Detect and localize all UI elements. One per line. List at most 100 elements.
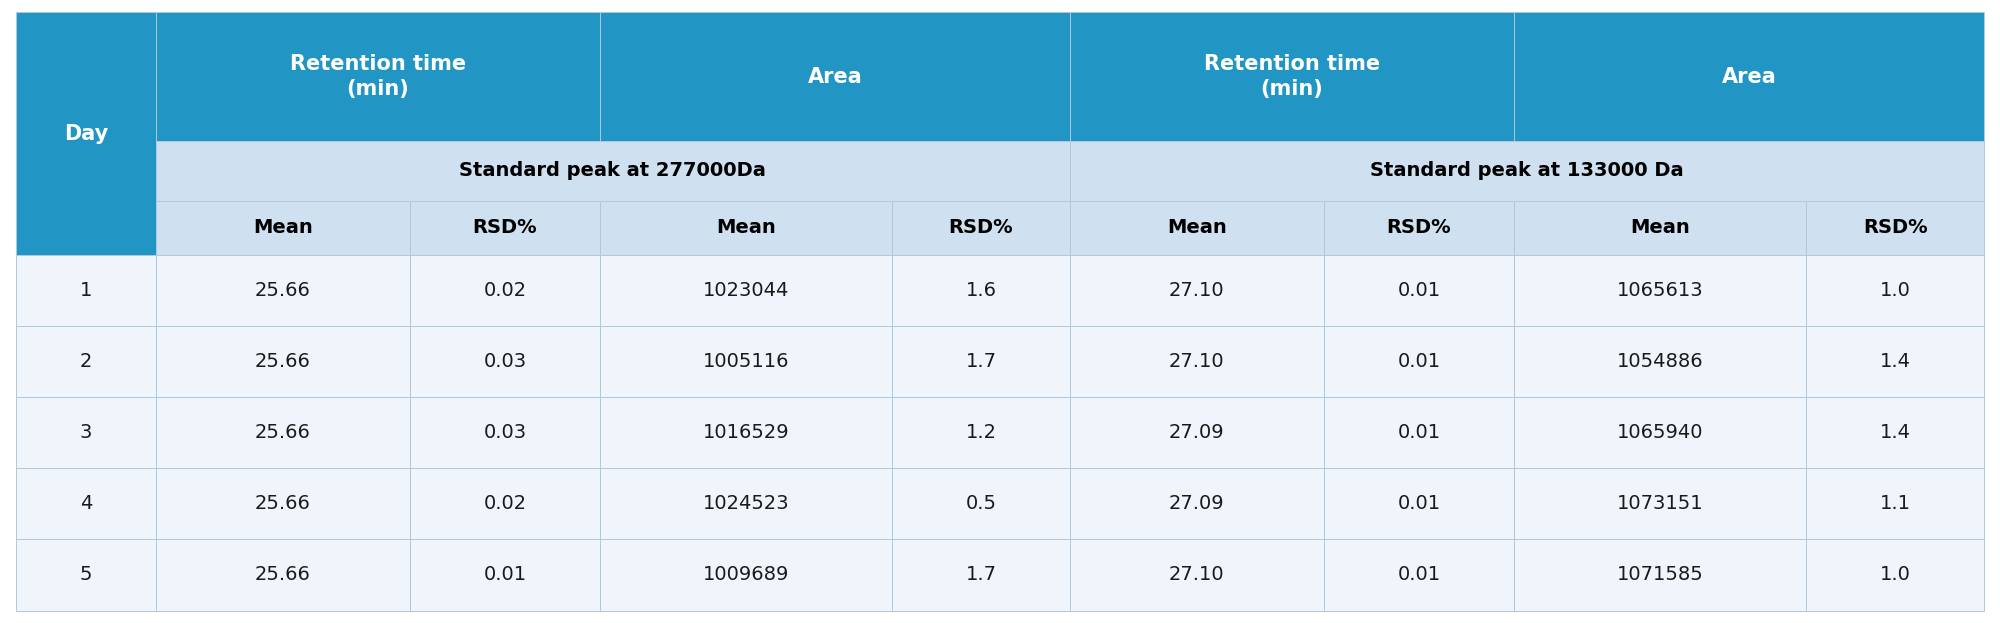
Bar [1324,397,1514,468]
Text: 0.01: 0.01 [1398,494,1440,513]
Bar [892,468,1070,540]
Text: 1054886: 1054886 [1616,352,1704,371]
Text: 1.0: 1.0 [1880,280,1910,300]
Text: RSD%: RSD% [1386,218,1452,237]
Bar [892,255,1070,326]
Bar [600,255,892,326]
Bar [1324,201,1514,255]
Bar [1070,540,1324,611]
Text: 1.4: 1.4 [1880,423,1910,442]
Bar [1514,540,1806,611]
Text: Mean: Mean [716,218,776,237]
Bar [16,326,156,397]
Bar [16,468,156,540]
Bar [1324,326,1514,397]
Text: 0.01: 0.01 [1398,566,1440,584]
Bar [156,397,410,468]
Bar [1070,326,1324,397]
Bar [892,540,1070,611]
Bar [1324,468,1514,540]
Text: 1071585: 1071585 [1616,566,1704,584]
Bar [1806,201,1984,255]
Bar [600,12,1070,141]
Bar [892,397,1070,468]
Text: 27.09: 27.09 [1168,423,1224,442]
Text: 27.10: 27.10 [1168,566,1224,584]
Text: 1073151: 1073151 [1616,494,1704,513]
Bar [1806,326,1984,397]
Bar [156,326,410,397]
Text: 0.02: 0.02 [484,494,526,513]
Text: 27.10: 27.10 [1168,352,1224,371]
Text: 25.66: 25.66 [254,566,310,584]
Bar [1806,540,1984,611]
Bar [410,201,600,255]
Bar [1806,468,1984,540]
Text: 1.4: 1.4 [1880,352,1910,371]
Text: Retention time
(min): Retention time (min) [290,54,466,99]
Text: Standard peak at 277000Da: Standard peak at 277000Da [460,161,766,181]
Bar [1070,468,1324,540]
Bar [410,326,600,397]
Bar [1514,12,1984,141]
Bar [410,255,600,326]
Text: 3: 3 [80,423,92,442]
Bar [1806,255,1984,326]
Bar [1324,540,1514,611]
Text: RSD%: RSD% [472,218,538,237]
Text: 1.2: 1.2 [966,423,996,442]
Bar [1070,201,1324,255]
Text: 25.66: 25.66 [254,423,310,442]
Text: 0.02: 0.02 [484,280,526,300]
Text: 1.1: 1.1 [1880,494,1910,513]
Bar [410,540,600,611]
Text: 1024523: 1024523 [702,494,790,513]
Bar [1806,397,1984,468]
Text: 5: 5 [80,566,92,584]
Text: 25.66: 25.66 [254,352,310,371]
Text: Retention time
(min): Retention time (min) [1204,54,1380,99]
Bar [156,201,410,255]
Bar [600,540,892,611]
Text: 0.5: 0.5 [966,494,996,513]
Bar [156,540,410,611]
Text: 0.03: 0.03 [484,352,526,371]
Bar [156,12,600,141]
Bar [1514,201,1806,255]
Text: 1005116: 1005116 [702,352,790,371]
Bar [892,201,1070,255]
Text: 2: 2 [80,352,92,371]
Bar [600,326,892,397]
Bar [16,255,156,326]
Text: 1.6: 1.6 [966,280,996,300]
Bar [892,326,1070,397]
Bar [410,468,600,540]
Bar [1070,255,1324,326]
Bar [156,141,1070,201]
Text: 27.09: 27.09 [1168,494,1224,513]
Text: 0.01: 0.01 [484,566,526,584]
Bar [1514,326,1806,397]
Text: Mean: Mean [1166,218,1226,237]
Bar [600,201,892,255]
Text: 1023044: 1023044 [702,280,790,300]
Bar [16,540,156,611]
Text: 0.01: 0.01 [1398,352,1440,371]
Text: Mean: Mean [1630,218,1690,237]
Text: Area: Area [808,67,862,87]
Bar [156,255,410,326]
Bar [156,468,410,540]
Text: 1016529: 1016529 [702,423,790,442]
Text: 1065613: 1065613 [1616,280,1704,300]
Text: 4: 4 [80,494,92,513]
Bar [600,397,892,468]
Bar [16,12,156,255]
Bar [1070,397,1324,468]
Text: 1.0: 1.0 [1880,566,1910,584]
Text: 1065940: 1065940 [1616,423,1704,442]
Text: RSD%: RSD% [1862,218,1928,237]
Bar [1070,141,1984,201]
Text: RSD%: RSD% [948,218,1014,237]
Text: 0.03: 0.03 [484,423,526,442]
Text: Standard peak at 133000 Da: Standard peak at 133000 Da [1370,161,1684,181]
